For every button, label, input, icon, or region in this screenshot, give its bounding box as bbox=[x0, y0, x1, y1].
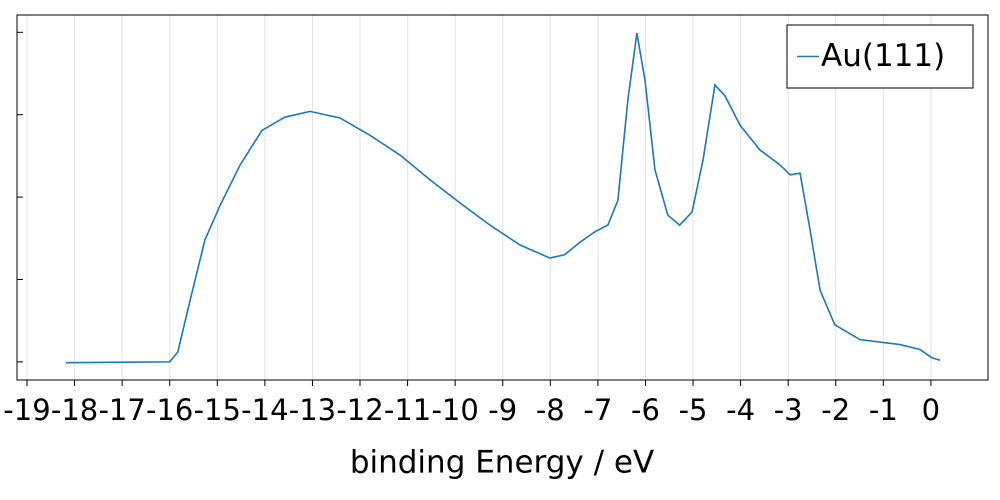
x-tick-label: -1 bbox=[869, 393, 898, 427]
x-tick-label: -10 bbox=[431, 393, 478, 427]
x-tick-label: -17 bbox=[98, 393, 145, 427]
x-tick-label: -14 bbox=[241, 393, 288, 427]
x-axis-label: binding Energy / eV bbox=[350, 445, 654, 481]
data-line bbox=[65, 32, 941, 364]
x-tick-label: -18 bbox=[51, 393, 98, 427]
x-tick-label: -3 bbox=[774, 393, 803, 427]
x-tick-label: -9 bbox=[488, 393, 517, 427]
x-tick-label: 0 bbox=[922, 393, 940, 427]
plot-frame bbox=[16, 14, 989, 381]
x-tick-label: -13 bbox=[289, 393, 336, 427]
x-tick-label: -8 bbox=[536, 393, 565, 427]
x-tick-label: -16 bbox=[146, 393, 193, 427]
x-tick-label: -15 bbox=[194, 393, 241, 427]
x-tick-label: -6 bbox=[631, 393, 660, 427]
x-tick-label: -11 bbox=[384, 393, 431, 427]
x-tick-label: -7 bbox=[583, 393, 612, 427]
x-tick-label: -2 bbox=[821, 393, 850, 427]
legend-label: Au(111) bbox=[821, 38, 945, 74]
x-tick-label: -5 bbox=[679, 393, 708, 427]
x-tick-label: -12 bbox=[336, 393, 383, 427]
x-tick-label: -19 bbox=[3, 393, 50, 427]
x-tick-label: -4 bbox=[726, 393, 755, 427]
